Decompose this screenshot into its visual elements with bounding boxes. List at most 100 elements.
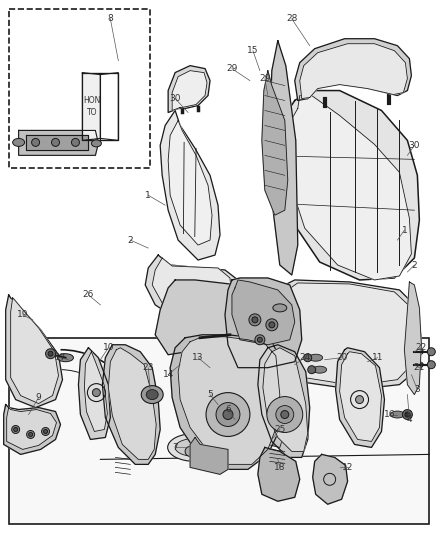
Circle shape [356,395,364,403]
Polygon shape [278,283,417,385]
Circle shape [216,402,240,426]
Polygon shape [85,352,107,432]
Text: 10: 10 [102,343,114,352]
Polygon shape [263,348,308,451]
Ellipse shape [309,354,323,361]
Bar [9,9,150,168]
Circle shape [252,317,258,323]
Ellipse shape [13,139,25,147]
Polygon shape [262,71,288,215]
Text: 25: 25 [274,425,286,434]
Polygon shape [168,66,210,112]
Ellipse shape [168,433,223,462]
Text: 1: 1 [402,225,407,235]
Polygon shape [108,348,156,459]
Polygon shape [82,72,118,140]
Polygon shape [25,135,88,150]
Circle shape [249,314,261,326]
Bar [9,338,429,524]
Polygon shape [232,280,295,345]
Text: HON: HON [84,96,101,105]
Text: 3: 3 [414,385,420,394]
Ellipse shape [141,385,163,403]
Circle shape [427,361,435,369]
Polygon shape [170,335,285,470]
Text: 30: 30 [409,141,420,150]
Polygon shape [102,345,160,464]
Text: 5: 5 [207,390,213,399]
Circle shape [206,393,250,437]
Polygon shape [145,255,240,318]
Ellipse shape [406,361,424,369]
Polygon shape [152,258,232,314]
Polygon shape [272,280,421,390]
Polygon shape [270,41,298,275]
Polygon shape [7,408,57,449]
Circle shape [258,337,262,342]
Polygon shape [225,278,302,368]
Polygon shape [313,455,348,504]
Text: 24: 24 [299,353,311,362]
Circle shape [266,319,278,331]
Polygon shape [11,298,59,403]
Circle shape [12,425,20,433]
Polygon shape [295,39,411,101]
Polygon shape [258,345,310,457]
Circle shape [304,354,312,362]
Text: 4: 4 [406,415,412,424]
Circle shape [255,335,265,345]
Ellipse shape [175,439,215,456]
Polygon shape [160,110,220,260]
Circle shape [14,427,18,432]
Circle shape [27,431,35,439]
Ellipse shape [390,411,404,418]
Polygon shape [268,408,284,447]
Text: 19: 19 [17,310,28,319]
Text: 11: 11 [372,353,383,362]
Text: 30: 30 [170,94,181,103]
Text: 2: 2 [412,261,417,270]
Polygon shape [336,348,385,447]
Circle shape [52,139,60,147]
Text: 22: 22 [416,343,427,352]
Circle shape [43,430,48,433]
Circle shape [28,432,32,437]
Circle shape [403,409,413,419]
Ellipse shape [273,304,287,312]
Text: 8: 8 [107,14,113,23]
Text: 12: 12 [342,463,353,472]
Text: 16: 16 [384,410,395,419]
Text: 21: 21 [413,363,425,372]
Polygon shape [404,282,421,394]
Circle shape [281,410,289,418]
Text: TO: TO [87,108,98,117]
Circle shape [48,351,53,356]
Polygon shape [4,405,60,455]
Text: 13: 13 [192,353,204,362]
Circle shape [276,406,294,424]
Text: 17: 17 [55,353,66,362]
Circle shape [223,409,233,419]
Text: 29: 29 [226,64,238,73]
Polygon shape [6,295,63,408]
Circle shape [32,139,39,147]
Polygon shape [19,131,99,155]
Ellipse shape [406,348,424,356]
Polygon shape [339,352,381,441]
Circle shape [267,397,303,432]
Circle shape [308,366,316,374]
Text: 18: 18 [274,463,286,472]
Polygon shape [155,280,252,355]
Text: 15: 15 [247,46,259,55]
Polygon shape [82,72,100,140]
Polygon shape [168,120,212,245]
Text: 14: 14 [162,370,174,379]
Text: 9: 9 [36,393,42,402]
Polygon shape [288,95,411,280]
Text: 2: 2 [127,236,133,245]
Text: 7: 7 [172,443,178,452]
Ellipse shape [57,354,74,362]
Polygon shape [282,91,419,280]
Polygon shape [190,438,228,474]
Polygon shape [258,447,300,501]
